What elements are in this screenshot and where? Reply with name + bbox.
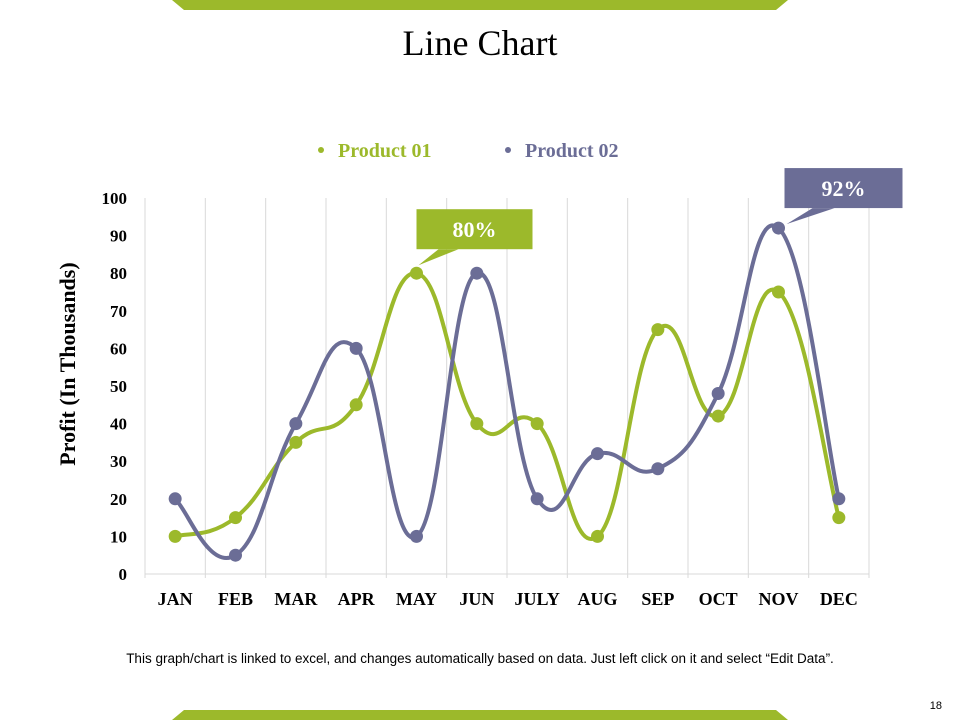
legend-label-product-01: Product 01 [338,140,432,162]
legend-marker-product-01 [318,147,324,154]
y-tick-label: 20 [110,490,127,509]
callout-pointer [418,249,459,266]
top-band-shape [172,0,788,10]
callout-pointer [786,208,835,225]
legend-item-product-02[interactable]: Product 02 [505,140,619,163]
data-point-product-02-feb [229,548,242,562]
data-point-product-01-aug [591,529,604,543]
data-point-product-01-july [530,417,544,431]
line-chart[interactable]: 0 10 20 30 40 50 60 70 80 90 100 JAN FEB MAR APR MAY JUN… [0,0,960,640]
page-number: 18 [929,700,942,712]
y-axis-label: Profit (In Thousands) [55,262,80,465]
data-point-product-01-mar [289,435,303,449]
data-point-product-01-nov [772,285,785,299]
x-tick-label: MAR [274,589,318,609]
x-tick-label: NOV [759,589,799,609]
callout-label: 92% [822,176,866,201]
data-point-product-02-jan [168,492,182,506]
data-point-product-01-feb [229,511,242,525]
data-point-product-02-mar [289,417,303,431]
data-point-product-01-apr [349,398,363,412]
data-point-product-02-nov [772,221,785,235]
data-point-product-02-aug [591,447,604,461]
data-point-product-02-sep [651,462,665,476]
data-point-product-01-jun [470,417,484,431]
y-tick-label: 100 [102,189,128,208]
x-tick-label: FEB [218,589,253,609]
chart-footnote: This graph/chart is linked to excel, and… [126,651,834,666]
data-point-product-02-dec [832,492,846,506]
y-tick-label: 50 [110,377,127,396]
x-tick-label: JULY [514,589,559,609]
data-point-product-01-oct [711,409,725,423]
y-tick-label: 70 [110,302,127,321]
slide-title: Line Chart [402,23,558,63]
data-point-product-02-may [410,529,423,543]
data-point-product-02-oct [711,387,725,401]
data-point-product-01-jan [168,529,182,543]
data-point-product-01-may [410,266,423,280]
x-tick-label: MAY [396,589,437,609]
legend-label-product-02: Product 02 [525,140,619,162]
x-tick-label: DEC [820,589,858,609]
data-point-product-01-dec [832,511,846,525]
callout-box [416,209,533,250]
y-tick-label: 10 [110,527,127,546]
y-tick-label: 0 [119,565,128,584]
x-tick-label: OCT [699,589,738,609]
callout-box [784,168,903,209]
y-tick-label: 60 [110,339,127,358]
y-tick-label: 80 [110,264,127,283]
x-tick-label: JUN [459,589,494,609]
x-tick-label: JAN [158,589,193,609]
y-tick-label: 30 [110,452,127,471]
data-point-product-01-sep [651,323,665,337]
data-point-product-02-apr [349,341,363,355]
y-tick-label: 90 [110,227,127,246]
bottom-band-shape [172,710,788,720]
top-accent-band [172,0,788,10]
x-tick-label: AUG [578,589,618,609]
legend-marker-product-02 [505,147,511,154]
data-point-product-02-july [530,492,544,506]
y-tick-label: 40 [110,415,127,434]
x-tick-label: SEP [641,589,674,609]
legend-item-product-01[interactable]: Product 01 [318,140,432,163]
x-tick-label: APR [338,589,376,609]
callout-label: 80% [453,217,497,242]
data-point-product-02-jun [470,266,484,280]
